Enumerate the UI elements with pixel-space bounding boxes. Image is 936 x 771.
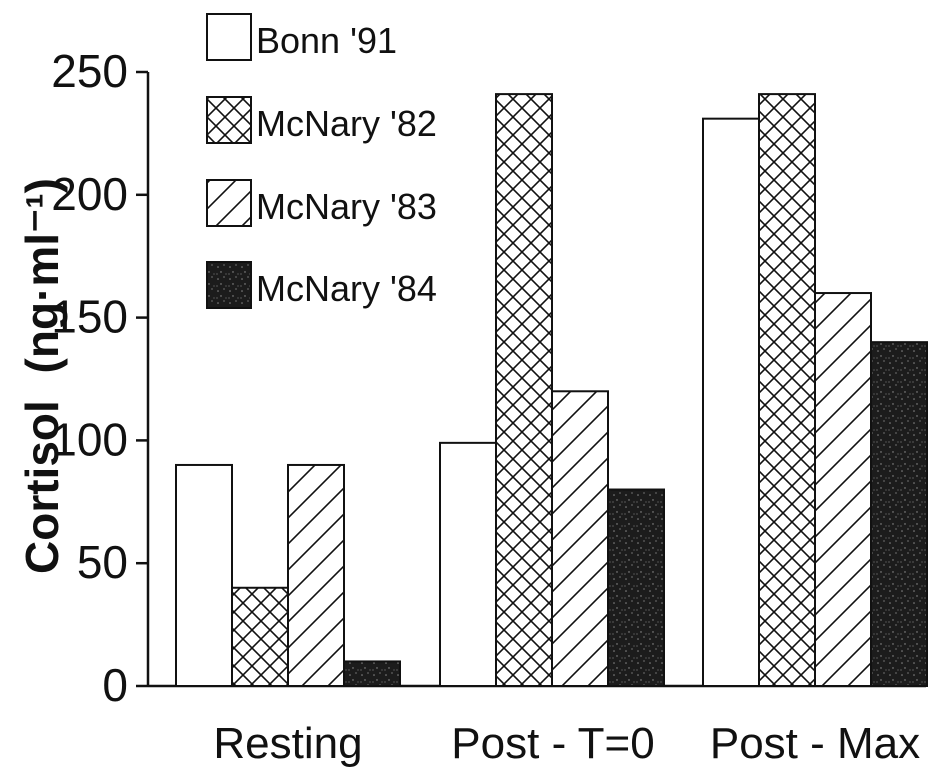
y-axis-units: (ng·ml⁻¹) [16,178,68,373]
bar-mcnary-83-post-t-0 [551,390,609,687]
legend-swatch [206,13,252,61]
y-tick-label: 250 [51,45,128,97]
bar-mcnary-83-resting [287,463,345,687]
bar-bonn-91-post-t-0 [439,441,497,687]
y-tick-label: 50 [77,536,128,588]
bar-mcnary-84-post-max [870,341,928,687]
legend-swatch [206,261,252,309]
bar-mcnary-84-resting [343,660,401,688]
y-axis-title: Cortisol (ng·ml⁻¹) [16,178,68,574]
x-category-label: Post - Max [710,719,920,768]
y-tick-label: 150 [51,291,128,343]
bar-mcnary-82-resting [231,586,289,688]
y-axis-label: Cortisol [16,400,68,574]
legend-swatch [206,96,252,144]
bar-mcnary-82-post-t-0 [495,93,553,687]
x-category-label: Resting [213,719,362,768]
bars [175,93,928,688]
y-tick-label: 0 [102,659,128,711]
legend-label: McNary '82 [256,103,437,144]
bar-bonn-91-post-max [702,117,760,687]
svg-text:Cortisol (ng·ml⁻¹): Cortisol (ng·ml⁻¹) [16,178,68,574]
y-ticks: 0 50 100 150 200 250 [51,45,148,711]
bar-bonn-91-resting [175,463,233,687]
legend-label: McNary '83 [256,186,437,227]
y-tick-label: 200 [51,168,128,220]
bar-mcnary-83-post-max [814,292,872,687]
y-tick-label: 100 [51,413,128,465]
x-category-labels: Resting Post - T=0 Post - Max [213,719,920,768]
legend-label: Bonn '91 [256,20,397,61]
legend: Bonn '91 McNary '82 McNary '83 McNary '84 [206,13,437,309]
legend-swatch [206,179,252,227]
x-category-label: Post - T=0 [451,719,654,768]
legend-label: McNary '84 [256,268,437,309]
bar-mcnary-84-post-t-0 [607,488,665,687]
bar-mcnary-82-post-max [758,93,816,687]
